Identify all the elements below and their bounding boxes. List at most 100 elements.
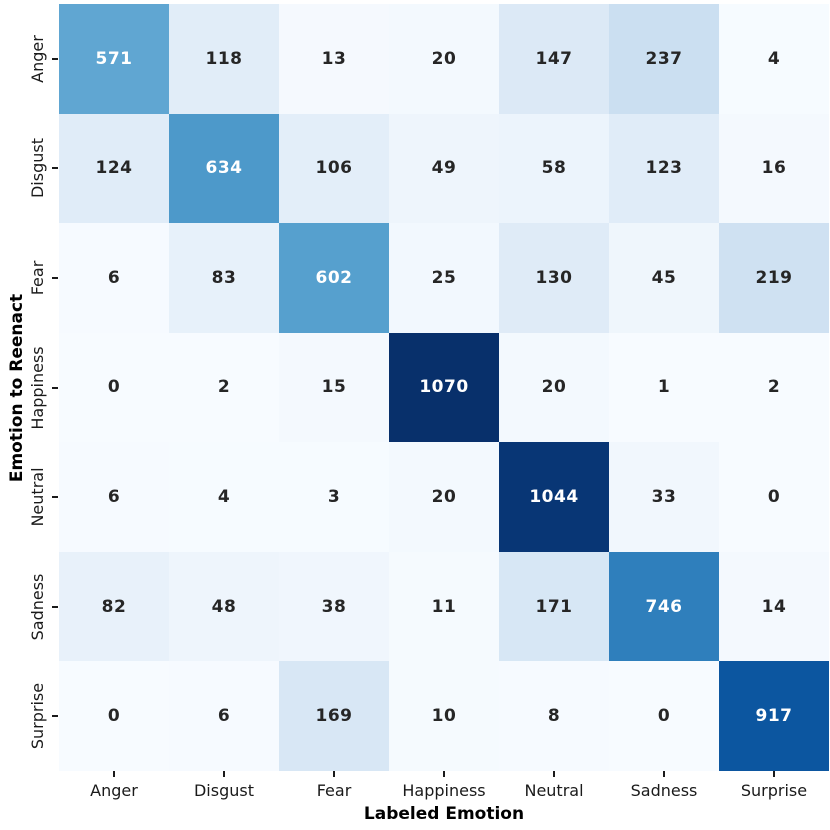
heatmap-cell-value: 237 [645, 48, 683, 69]
heatmap-cell: 14 [719, 551, 829, 662]
heatmap-cell-value: 746 [645, 596, 683, 617]
heatmap-cell-value: 45 [651, 267, 677, 288]
x-tick-label: Neutral [524, 781, 584, 800]
heatmap-cell-value: 20 [431, 487, 457, 508]
x-tick-mark [773, 771, 775, 777]
y-tick-mark [52, 715, 58, 718]
heatmap-cell-value: 917 [755, 706, 793, 727]
heatmap-cell: 11 [389, 551, 499, 662]
heatmap-cell-value: 49 [431, 158, 457, 179]
heatmap-cell-value: 11 [431, 596, 457, 617]
heatmap-cell-value: 8 [547, 706, 561, 727]
heatmap-cell-value: 10 [431, 706, 457, 727]
heatmap-cell: 0 [59, 661, 169, 771]
heatmap-cell-value: 634 [205, 158, 243, 179]
heatmap-cell: 16 [719, 113, 829, 224]
x-tick-label: Disgust [193, 781, 254, 800]
heatmap-cell: 13 [279, 4, 389, 114]
heatmap-cell: 118 [169, 4, 279, 114]
heatmap-cell-value: 3 [327, 487, 341, 508]
y-tick-label: Happiness [28, 345, 47, 430]
heatmap-cell-value: 0 [767, 487, 781, 508]
heatmap-cell-value: 6 [107, 267, 121, 288]
x-tick-mark [663, 771, 665, 777]
x-tick-label: Fear [316, 781, 352, 800]
x-tick-label: Surprise [740, 781, 808, 800]
heatmap-cell: 123 [609, 113, 719, 224]
y-tick-mark [52, 496, 58, 499]
heatmap-cell-value: 6 [107, 487, 121, 508]
y-tick-label: Surprise [28, 683, 47, 750]
heatmap-cell: 2 [169, 332, 279, 443]
x-tick-mark [113, 771, 115, 777]
heatmap-cell: 8 [499, 661, 609, 771]
y-tick-mark [52, 57, 58, 60]
heatmap-cell: 1 [609, 332, 719, 443]
heatmap-cell-value: 147 [535, 48, 573, 69]
heatmap-cell-value: 118 [205, 48, 243, 69]
heatmap-cell-value: 14 [761, 596, 787, 617]
heatmap-cell: 3 [279, 442, 389, 552]
heatmap-cell: 20 [499, 332, 609, 443]
heatmap-cell-value: 48 [211, 596, 237, 617]
x-tick-mark [333, 771, 335, 777]
x-tick-mark [223, 771, 225, 777]
heatmap-cell-value: 6 [217, 706, 231, 727]
heatmap-cell: 219 [719, 223, 829, 333]
heatmap-cell-value: 602 [315, 267, 353, 288]
heatmap-cell-value: 219 [755, 267, 793, 288]
heatmap-cell: 0 [719, 442, 829, 552]
heatmap-cell-value: 171 [535, 596, 573, 617]
heatmap-cell: 10 [389, 661, 499, 771]
heatmap-cell-value: 20 [541, 377, 567, 398]
heatmap-cell: 33 [609, 442, 719, 552]
heatmap-cell: 58 [499, 113, 609, 224]
heatmap-cell-value: 13 [321, 48, 347, 69]
heatmap-cell: 746 [609, 551, 719, 662]
x-tick-label: Happiness [402, 781, 486, 800]
heatmap-cell: 6 [59, 223, 169, 333]
heatmap-cell: 124 [59, 113, 169, 224]
heatmap-cell: 169 [279, 661, 389, 771]
y-tick-label: Neutral [28, 467, 47, 527]
heatmap-cell-value: 83 [211, 267, 237, 288]
heatmap-cell: 917 [719, 661, 829, 771]
heatmap-cell: 4 [169, 442, 279, 552]
heatmap-cell: 15 [279, 332, 389, 443]
y-tick-label: Fear [28, 260, 47, 296]
heatmap-cell: 1044 [499, 442, 609, 552]
y-tick-mark [52, 276, 58, 279]
heatmap-cell-value: 571 [95, 48, 133, 69]
heatmap-cell: 20 [389, 4, 499, 114]
heatmap-cell: 1070 [389, 332, 499, 443]
y-tick-label: Sadness [28, 573, 47, 641]
heatmap-cell: 147 [499, 4, 609, 114]
heatmap-cell: 634 [169, 113, 279, 224]
heatmap-cell-value: 25 [431, 267, 457, 288]
heatmap-cell-value: 123 [645, 158, 683, 179]
heatmap-cell-value: 124 [95, 158, 133, 179]
heatmap-cell-value: 4 [767, 48, 781, 69]
heatmap-cell: 6 [59, 442, 169, 552]
heatmap-cell: 49 [389, 113, 499, 224]
heatmap-cell-value: 15 [321, 377, 347, 398]
heatmap-cell-value: 20 [431, 48, 457, 69]
y-tick-mark [52, 167, 58, 170]
heatmap-cell: 6 [169, 661, 279, 771]
heatmap-cell: 20 [389, 442, 499, 552]
heatmap-cell-value: 1044 [529, 487, 579, 508]
heatmap-cell: 25 [389, 223, 499, 333]
heatmap-cell: 82 [59, 551, 169, 662]
x-tick-label: Sadness [630, 781, 698, 800]
heatmap-cell: 0 [59, 332, 169, 443]
heatmap-cell-value: 1 [657, 377, 671, 398]
heatmap-cell-value: 58 [541, 158, 567, 179]
y-tick-label: Anger [28, 34, 47, 83]
heatmap-cell: 38 [279, 551, 389, 662]
heatmap-cell: 48 [169, 551, 279, 662]
heatmap-cell: 130 [499, 223, 609, 333]
heatmap-cell-value: 4 [217, 487, 231, 508]
y-tick-mark [52, 386, 58, 389]
heatmap-cell-value: 38 [321, 596, 347, 617]
